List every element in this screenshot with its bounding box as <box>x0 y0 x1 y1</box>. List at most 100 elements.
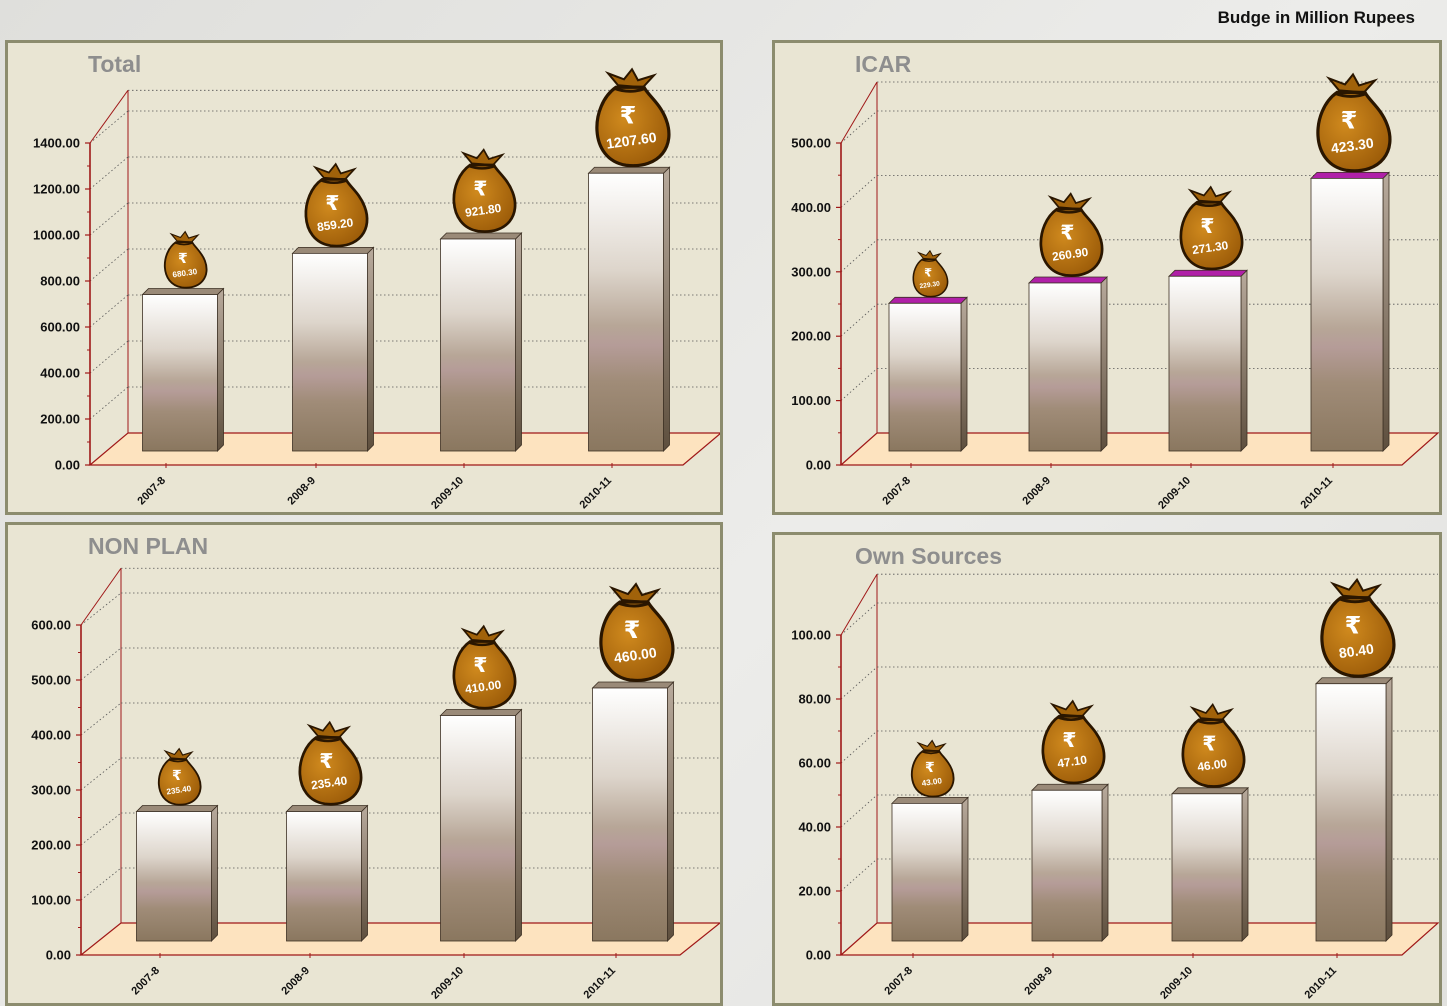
gridline-diagonal <box>840 666 878 700</box>
y-tick-label: 600.00 <box>40 320 80 335</box>
x-category-label: 2008-9 <box>285 475 318 508</box>
money-bag-icon: ₹680.30 <box>163 230 208 289</box>
chart-title: Own Sources <box>855 543 1002 569</box>
bag-body <box>1320 596 1396 678</box>
bar-side <box>515 232 522 452</box>
bag-body <box>452 640 517 710</box>
bar-front <box>292 252 368 452</box>
y-axis-top <box>89 90 129 144</box>
bag-tie <box>1054 208 1084 214</box>
value-label: 680.30 <box>172 267 198 279</box>
y-tick-label: 300.00 <box>31 783 71 798</box>
gridline-diagonal <box>840 175 878 208</box>
value-label: 229.30 <box>919 280 940 290</box>
rupee-sign: ₹ <box>1202 731 1216 755</box>
chart-plot: 0.00 20.00 40.00 60.00 80.00 100.00 ₹43.00 2007… <box>791 573 1439 1002</box>
y-tick-label: 500.00 <box>31 673 71 688</box>
bag-knot <box>916 739 947 752</box>
bag-tie <box>617 601 651 608</box>
bag-tie <box>1194 201 1224 207</box>
bag-tie <box>467 641 497 647</box>
bag-tie <box>1334 91 1368 98</box>
gridline-diagonal <box>89 156 129 190</box>
gridline-diagonal <box>80 757 122 791</box>
rupee-sign: ₹ <box>178 251 188 267</box>
y-tick-label: 1400.00 <box>33 136 80 151</box>
chart-panel-non-plan: NON PLAN 0.00 100.00 200.00 300.00 400.00 500… <box>5 522 723 1006</box>
bar-side <box>367 246 374 452</box>
chart-panel-own-sources: Own Sources 0.00 20.00 40.00 60.00 80.00 100.… <box>772 532 1442 1006</box>
value-label: 271.30 <box>1191 238 1229 257</box>
bag-tie <box>921 750 941 755</box>
bar-top <box>135 805 219 812</box>
gridline-diagonal <box>840 239 878 273</box>
y-tick-label: 80.00 <box>798 692 831 707</box>
y-tick-label: 400.00 <box>31 728 71 743</box>
bar-front <box>1168 275 1242 452</box>
bag-body <box>1316 90 1392 173</box>
bar-front <box>891 802 963 942</box>
rupee-sign: ₹ <box>1200 214 1214 238</box>
gridline-diagonal <box>840 368 878 401</box>
bag-knot <box>604 67 658 89</box>
y-tick-label: 800.00 <box>40 274 80 289</box>
y-tick-label: 400.00 <box>791 200 831 215</box>
bar <box>439 708 523 942</box>
money-bag-icon: ₹43.00 <box>910 739 955 798</box>
gridline-diagonal <box>840 794 878 828</box>
y-tick-label: 1200.00 <box>33 182 80 197</box>
money-bag-icon: ₹271.30 <box>1179 185 1244 271</box>
bag-tie <box>1056 715 1086 721</box>
value-label: 235.40 <box>166 784 192 796</box>
bar-front <box>1171 793 1243 942</box>
bar-top <box>591 681 675 689</box>
gridline-diagonal <box>89 202 129 236</box>
x-category-label: 2007-8 <box>135 475 168 508</box>
bar-side <box>361 804 368 942</box>
bag-tie <box>168 758 188 763</box>
y-tick-label: 200.00 <box>40 412 80 427</box>
bar <box>591 681 675 942</box>
gridline-diagonal <box>89 110 129 144</box>
rupee-sign: ₹ <box>1062 728 1076 752</box>
bag-tie <box>1338 597 1372 604</box>
x-category-label: 2009-10 <box>1158 965 1195 1002</box>
bag-body <box>1179 200 1244 271</box>
bar-top <box>439 232 523 240</box>
rupee-sign: ₹ <box>1341 106 1358 134</box>
money-bag-icon: ₹235.40 <box>157 747 202 806</box>
chart-floor <box>79 922 720 956</box>
rupee-sign: ₹ <box>319 749 333 773</box>
value-label: 410.00 <box>464 677 502 696</box>
bag-knot <box>1047 192 1093 210</box>
value-label: 260.90 <box>1051 245 1089 264</box>
chart-title: NON PLAN <box>88 533 209 559</box>
y-tick-label: 0.00 <box>806 458 831 473</box>
value-label: 460.00 <box>613 644 658 666</box>
bar-side <box>217 287 224 452</box>
bar-top <box>439 709 523 716</box>
gridline-diagonal <box>840 858 878 892</box>
gridline-diagonal <box>840 303 878 337</box>
bag-body <box>912 258 949 298</box>
gridline-diagonal <box>89 386 129 420</box>
bag-body <box>1181 718 1246 788</box>
gridline-diagonal <box>80 812 122 846</box>
y-tick-label: 100.00 <box>791 393 831 408</box>
bar-side <box>211 804 218 942</box>
rupee-sign: ₹ <box>172 768 182 784</box>
money-bag-icon: ₹46.00 <box>1181 702 1246 788</box>
bag-tie <box>613 86 647 93</box>
x-category-label: 2008-9 <box>1020 475 1053 508</box>
bar <box>291 246 375 452</box>
bag-knot <box>1187 185 1233 204</box>
y-tick-label: 40.00 <box>798 820 831 835</box>
money-bag-icon: ₹921.80 <box>452 148 517 233</box>
bag-tie <box>313 737 343 743</box>
bar-front <box>142 294 218 452</box>
bar-top <box>1168 269 1248 277</box>
bag-knot <box>1189 702 1235 721</box>
y-tick-label: 0.00 <box>806 948 831 963</box>
bar-side <box>667 681 674 942</box>
chart-title: ICAR <box>855 51 912 77</box>
